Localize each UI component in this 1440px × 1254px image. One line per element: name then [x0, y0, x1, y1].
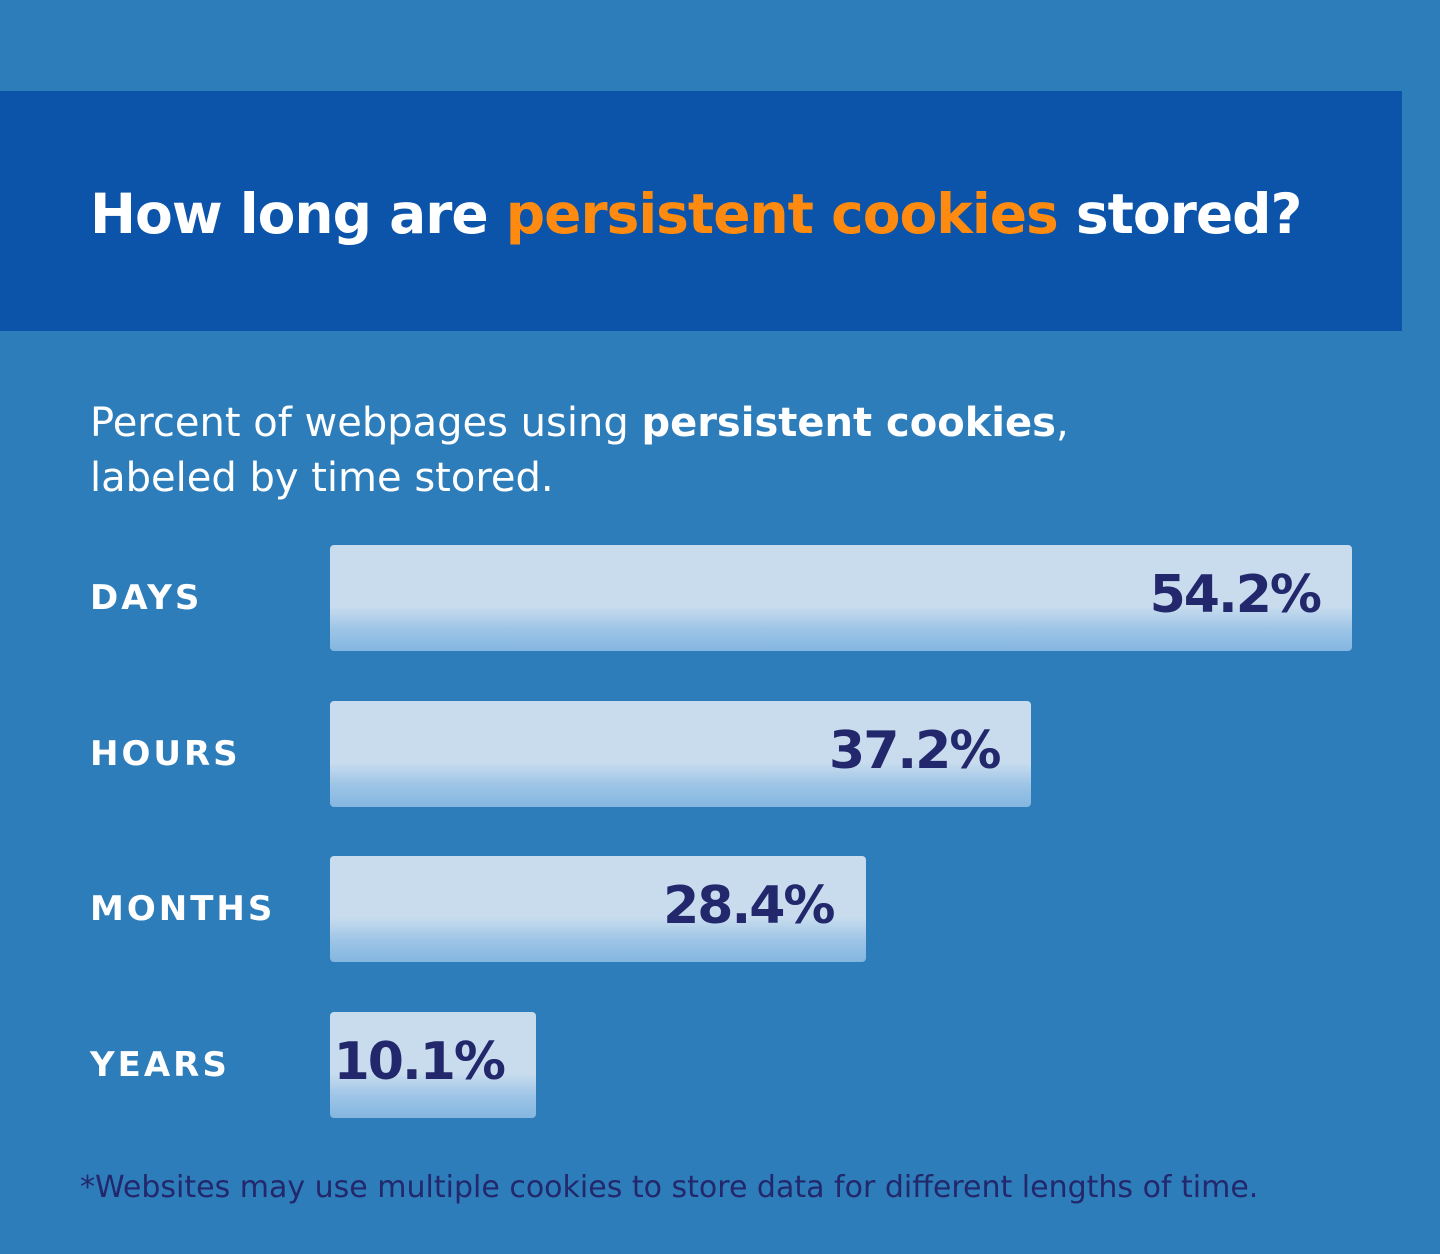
category-label: HOURS: [90, 733, 241, 774]
chart-title: How long are persistent cookies stored?: [90, 182, 1302, 246]
title-highlight: persistent cookies: [505, 182, 1059, 246]
category-label: YEARS: [90, 1044, 230, 1085]
chart-subtitle: Percent of webpages using persistent coo…: [90, 400, 1069, 501]
bar-days: [330, 545, 1352, 651]
data-label: 54.2%: [1149, 565, 1322, 625]
category-label: DAYS: [90, 578, 203, 618]
bar-months: [330, 856, 866, 962]
title-banner: [0, 91, 1402, 331]
data-label: 10.1%: [333, 1031, 506, 1092]
footnote: *Websites may use multiple cookies to st…: [80, 1170, 1259, 1205]
data-label: 37.2%: [829, 720, 1001, 781]
data-label: 28.4%: [663, 876, 835, 936]
bar-hours: [330, 700, 1032, 807]
category-label: MONTHS: [90, 889, 276, 929]
bar-years: [330, 1011, 536, 1118]
